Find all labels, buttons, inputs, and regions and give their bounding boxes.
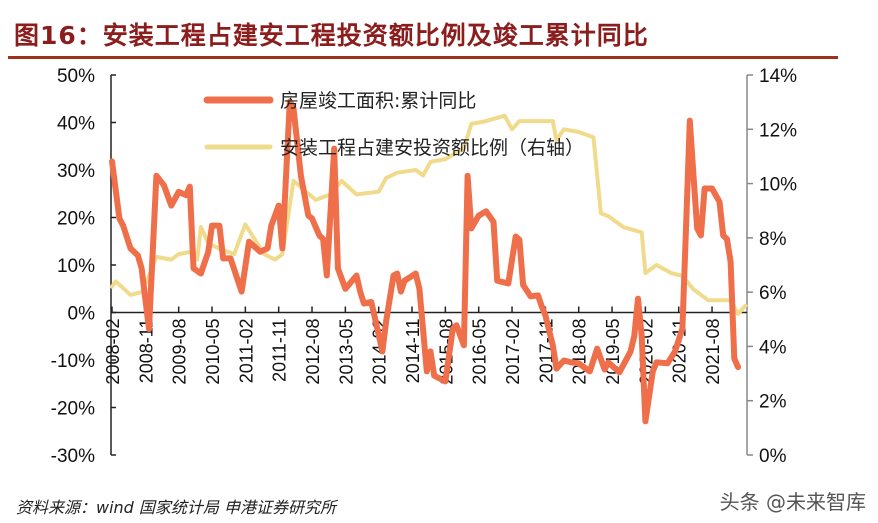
x-axis-tick-label: 2008-02 xyxy=(103,319,123,385)
figure-title: 图16：安装工程占建安工程投资额比例及竣工累计同比 xyxy=(14,21,649,50)
right-axis-tick-label: 14% xyxy=(759,66,797,87)
x-axis-tick-label: 2016-05 xyxy=(470,319,490,385)
x-axis-tick-label: 2012-08 xyxy=(303,319,323,385)
legend-label-install-ratio: 安装工程占建安投资额比例（右轴） xyxy=(280,137,584,159)
series-line-install-ratio xyxy=(110,113,748,316)
legend-label-completion: 房屋竣工面积:累计同比 xyxy=(280,90,476,112)
left-axis-tick-label: 0% xyxy=(68,304,96,325)
x-axis-tick-label: 2018-08 xyxy=(570,319,590,385)
left-axis-tick-label: -20% xyxy=(51,399,95,420)
x-axis-tick-label: 2011-11 xyxy=(270,319,290,382)
x-axis-tick-label: 2008-11 xyxy=(136,319,156,384)
x-axis-tick-label: 2013-05 xyxy=(336,319,356,385)
series-line-completion-yoy xyxy=(109,98,741,425)
x-axis-tick-label: 2017-02 xyxy=(503,319,523,385)
left-axis-tick-label: 20% xyxy=(57,209,95,230)
right-axis-tick-label: 6% xyxy=(759,283,787,304)
watermark: 头条 @未来智库 xyxy=(719,490,866,514)
x-axis-tick-label: 2014-11 xyxy=(403,319,423,384)
x-axis-tick-label: 2011-02 xyxy=(236,319,256,384)
left-axis-tick-label: 10% xyxy=(57,256,95,277)
x-axis-tick-label: 2021-08 xyxy=(703,319,723,385)
right-axis-tick-label: 4% xyxy=(759,337,787,358)
x-axis-tick-label: 2020-11 xyxy=(670,319,690,384)
title-divider xyxy=(8,56,838,59)
left-axis-tick-label: 40% xyxy=(57,114,95,135)
left-axis-tick-label: 50% xyxy=(57,66,95,87)
left-axis-tick-label: 30% xyxy=(57,161,95,182)
right-axis-tick-label: 2% xyxy=(759,392,787,413)
source-note: 资料来源：wind 国家统计局 申港证券研究所 xyxy=(16,498,337,517)
right-axis-tick-label: 0% xyxy=(759,446,787,467)
left-axis-tick-label: -10% xyxy=(51,351,95,372)
right-axis-tick-label: 8% xyxy=(759,229,787,250)
legend: 房屋竣工面积:累计同比 安装工程占建安投资额比例（右轴） xyxy=(203,90,584,159)
right-axis-tick-label: 12% xyxy=(759,120,797,141)
left-axis-tick-label: -30% xyxy=(51,446,95,467)
series-lines xyxy=(109,98,748,425)
axes: -30% -20% -10% 0% 10% 20% 30% 40% 50% 0% 2% 4% 6% 8% 1… xyxy=(51,66,797,467)
x-axis-tick-label: 2010-05 xyxy=(203,319,223,385)
right-axis-tick-label: 10% xyxy=(759,175,797,196)
x-axis-tick-label: 2009-08 xyxy=(170,319,190,385)
